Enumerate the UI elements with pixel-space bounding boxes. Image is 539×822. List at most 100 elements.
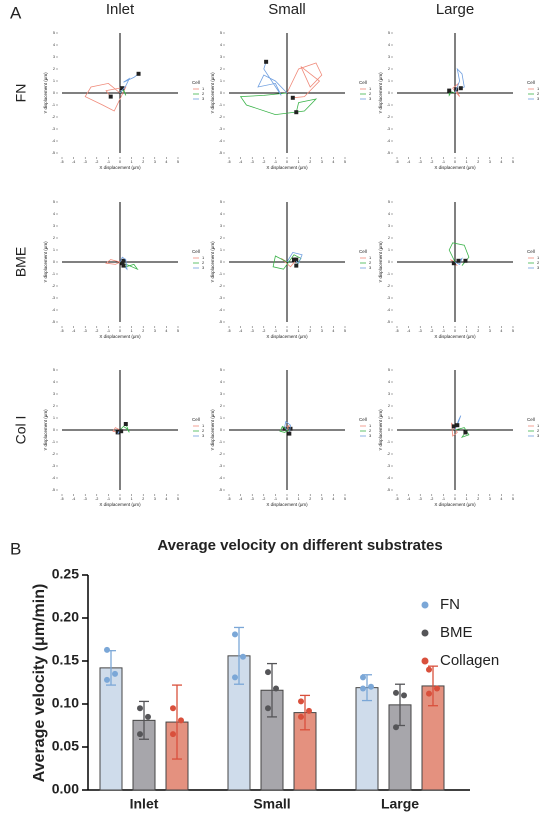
end-point <box>290 95 295 100</box>
y-tick-label: 1 <box>388 248 390 252</box>
y-tick-label: 2 <box>53 404 55 408</box>
data-point <box>104 676 110 683</box>
x-tick-label: 4 <box>500 329 502 333</box>
y-tick-label: -3 <box>219 127 222 131</box>
legend-label: 2 <box>369 428 372 433</box>
row-title: BME <box>13 247 29 277</box>
y-axis-label: Y displacement (μm) <box>43 409 48 451</box>
trajectory <box>84 82 127 112</box>
x-tick-label: -4 <box>407 497 410 501</box>
x-tick-label: 2 <box>477 497 479 501</box>
end-point <box>121 258 126 263</box>
data-point <box>368 683 374 690</box>
data-point <box>265 705 271 712</box>
x-tick-label: -1 <box>107 497 110 501</box>
x-tick-label: -3 <box>419 329 422 333</box>
x-tick-label: 5 <box>512 497 514 501</box>
y-tick-label: 1 <box>220 416 222 420</box>
y-tick-label: -5 <box>387 320 390 324</box>
data-point <box>434 685 440 692</box>
y-tick-label: -1 <box>387 272 390 276</box>
x-tick-label: 4 <box>332 497 334 501</box>
x-tick-label: 5 <box>512 329 514 333</box>
x-axis-label: X displacement (μm) <box>266 165 308 170</box>
x-tick-label: -1 <box>274 497 277 501</box>
y-tick-label: 4 <box>220 43 222 47</box>
y-tick-label: 0 <box>388 91 390 95</box>
end-point <box>287 431 292 436</box>
legend-title: Cell <box>192 417 200 422</box>
legend-label: 3 <box>537 433 539 438</box>
legend-label: 3 <box>537 265 539 270</box>
chart-title: Average velocity on different substrates <box>157 537 442 554</box>
y-tick-label: 2 <box>388 236 390 240</box>
x-tick-label: -5 <box>395 329 398 333</box>
y-tick-label: 2 <box>220 67 222 71</box>
x-tick-label: -2 <box>95 497 98 501</box>
x-tick-label: -4 <box>239 497 242 501</box>
y-tick-label: 3 <box>220 55 222 59</box>
trajectory <box>448 90 456 97</box>
y-tick-label: -3 <box>52 127 55 131</box>
end-point <box>458 86 463 91</box>
y-tick-label: -3 <box>387 296 390 300</box>
y-tick-label: -3 <box>387 127 390 131</box>
x-tick-label: -4 <box>72 160 75 164</box>
y-tick-label: 1 <box>53 416 55 420</box>
legend-label: 1 <box>537 423 539 428</box>
y-tick-label: 4 <box>388 212 390 216</box>
x-tick-label: -5 <box>227 497 230 501</box>
y-tick-label: 1 <box>53 248 55 252</box>
y-tick-label: 2 <box>388 67 390 71</box>
y-tick-label: 5 <box>388 200 390 204</box>
y-tick-label: 5 <box>53 31 55 35</box>
x-tick-label: 3 <box>321 160 323 164</box>
y-axis-label: Y displacement (μm) <box>378 72 383 114</box>
panel-label: A <box>10 3 22 22</box>
y-tick-label: -4 <box>52 308 55 312</box>
x-tick-label: -3 <box>251 160 254 164</box>
y-tick-label: -1 <box>387 440 390 444</box>
x-tick-label: -4 <box>239 329 242 333</box>
y-tick-label: -1 <box>219 272 222 276</box>
x-tick-label: -4 <box>407 160 410 164</box>
x-tick-label: Inlet <box>130 796 159 812</box>
x-tick-label: -5 <box>227 160 230 164</box>
data-point <box>240 653 246 660</box>
legend-label: 3 <box>202 265 205 270</box>
y-tick-label: -2 <box>219 452 222 456</box>
legend-label: 2 <box>202 91 205 96</box>
y-tick-label: 2 <box>53 236 55 240</box>
legend-label: Collagen <box>440 652 499 669</box>
x-tick-label: 2 <box>309 497 311 501</box>
x-tick-label: 1 <box>466 329 468 333</box>
data-point <box>104 646 110 653</box>
x-tick-label: 5 <box>177 160 179 164</box>
end-point <box>136 71 141 76</box>
x-tick-label: -2 <box>430 160 433 164</box>
x-tick-label: 3 <box>154 329 156 333</box>
data-point <box>273 685 279 692</box>
y-axis-label: Y displacement (μm) <box>378 241 383 283</box>
end-point <box>463 430 468 435</box>
y-tick-label: 4 <box>53 212 55 216</box>
legend-label: 3 <box>202 433 205 438</box>
legend-title: Cell <box>359 417 367 422</box>
y-axis-label: Y displacement (μm) <box>43 241 48 283</box>
data-point <box>137 705 143 712</box>
x-tick-label: 2 <box>477 329 479 333</box>
trajectory <box>454 415 462 431</box>
y-tick-label: -3 <box>219 296 222 300</box>
legend-label: 2 <box>537 91 539 96</box>
trajectory <box>119 423 130 433</box>
legend-title: Cell <box>359 249 367 254</box>
y-tick-label: 0.25 <box>52 566 79 582</box>
x-tick-label: 0 <box>454 160 456 164</box>
data-point <box>145 713 151 720</box>
legend-swatch <box>421 657 429 665</box>
end-point <box>282 426 287 431</box>
data-point <box>401 692 407 699</box>
x-tick-label: -3 <box>84 497 87 501</box>
x-tick-label: 4 <box>165 329 167 333</box>
